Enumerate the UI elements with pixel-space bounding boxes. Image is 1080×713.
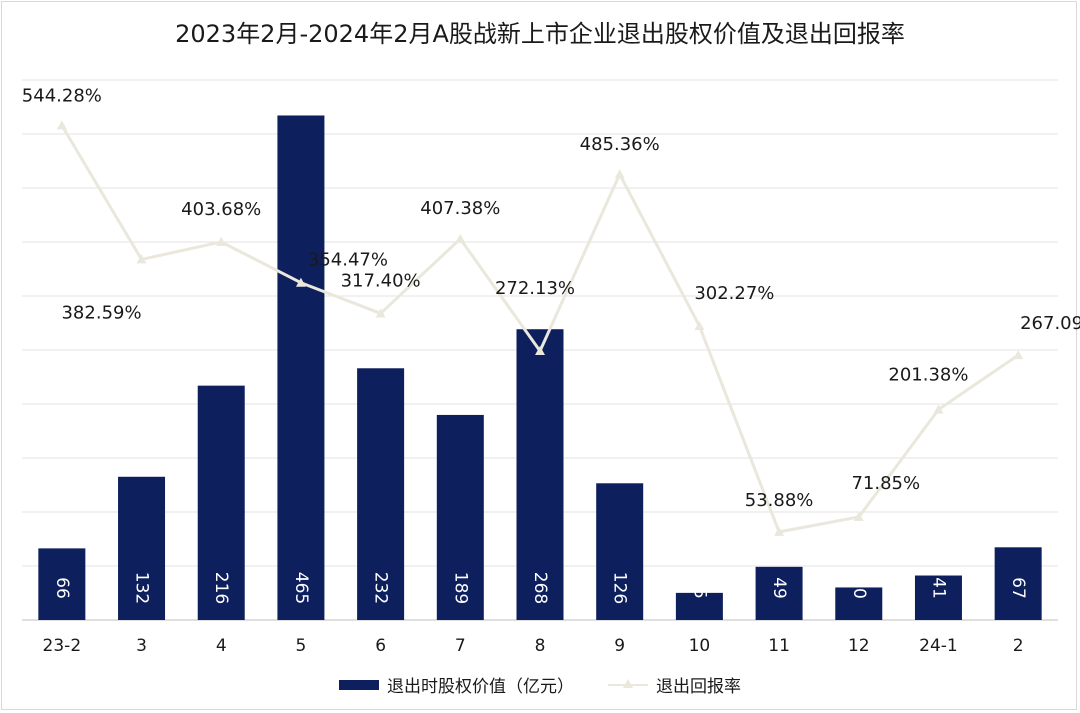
line-value-label: 201.38% <box>888 365 968 386</box>
line-marker <box>1013 350 1024 360</box>
line-value-label: 267.09% <box>1020 313 1080 334</box>
bar <box>357 368 405 620</box>
line-marker <box>136 254 147 264</box>
bar-value-label: 232 <box>371 572 391 604</box>
line-marker <box>295 277 306 287</box>
line-marker <box>455 233 466 243</box>
bar <box>994 547 1042 620</box>
bar <box>38 548 86 620</box>
line-marker <box>535 345 545 355</box>
x-tick-label: 24-1 <box>919 636 958 656</box>
line-series <box>56 120 1024 536</box>
x-tick-label: 9 <box>614 636 625 656</box>
bar <box>277 115 325 620</box>
line-marker <box>614 169 625 179</box>
line-marker <box>375 308 386 318</box>
x-tick-label: 23-2 <box>43 636 82 656</box>
bar-value-label: 268 <box>530 572 550 604</box>
x-tick-label: 10 <box>689 636 711 656</box>
line-value-label: 317.40% <box>341 270 421 291</box>
line-marker <box>216 236 227 246</box>
bar <box>118 476 166 620</box>
bar <box>197 385 245 620</box>
bar <box>436 414 484 620</box>
bar-series <box>38 115 1042 620</box>
x-tick-label: 11 <box>768 636 790 656</box>
bar-value-labels: 66 132 216 465 232 189 268 126 25 49 30 41 67 <box>52 572 1028 604</box>
line-marker <box>56 120 67 130</box>
legend-swatch-line <box>608 678 648 690</box>
line-marker <box>694 320 705 330</box>
chart-title: 2023年2月-2024年2月A股战新上市企业退出股权价值及退出回报率 <box>175 20 905 48</box>
bar-value-label: 66 <box>52 577 72 599</box>
x-tick-label: 7 <box>455 636 466 656</box>
line-value-label: 354.47% <box>308 250 388 271</box>
line-value-label: 71.85% <box>851 473 920 494</box>
x-tick-label: 3 <box>136 636 147 656</box>
legend: 退出时股权价值（亿元） 退出回报率 <box>0 672 1080 697</box>
bar-value-label: 126 <box>610 572 630 604</box>
bar <box>835 587 883 620</box>
line-value-label: 544.28% <box>22 85 102 106</box>
bar-value-label: 216 <box>211 572 231 604</box>
bar-value-label: 67 <box>1008 577 1028 599</box>
bar-value-label: 49 <box>769 577 789 599</box>
bar-value-label: 25 <box>689 577 709 599</box>
legend-item-bar[interactable]: 退出时股权价值（亿元） <box>339 672 574 697</box>
legend-label-line: 退出回报率 <box>656 677 741 697</box>
bar <box>516 329 564 620</box>
line-value-label: 403.68% <box>181 199 261 220</box>
x-tick-labels: 23-2 3 4 5 6 7 8 9 10 11 12 24-1 2 <box>43 636 1024 656</box>
x-tick-label: 6 <box>375 636 386 656</box>
line-marker <box>774 526 785 536</box>
bar <box>914 575 962 620</box>
bar-value-label: 41 <box>928 577 948 599</box>
bar-value-label: 30 <box>849 577 869 599</box>
bar-value-label: 465 <box>291 572 311 604</box>
bar-value-label: 189 <box>450 572 470 604</box>
bar <box>596 483 644 620</box>
line-marker <box>933 404 944 414</box>
x-tick-label: 12 <box>848 636 870 656</box>
legend-swatch-bar <box>339 679 379 690</box>
line-value-label: 382.59% <box>61 302 141 323</box>
line-value-label: 407.38% <box>420 198 500 219</box>
line-value-label: 485.36% <box>580 134 660 155</box>
line-value-labels: 544.28% 382.59% 403.68% 354.47%317.40% 407.3… <box>22 85 1080 510</box>
line-value-label: 302.27% <box>694 283 774 304</box>
bar-value-label: 132 <box>132 572 152 604</box>
x-tick-label: 5 <box>296 636 307 656</box>
line-value-label: 53.88% <box>745 490 814 511</box>
bar <box>755 566 803 620</box>
legend-label-bar: 退出时股权价值（亿元） <box>387 677 574 697</box>
line-value-label: 272.13% <box>495 278 575 299</box>
x-tick-label: 8 <box>535 636 546 656</box>
bar <box>675 592 723 620</box>
x-tick-label: 2 <box>1013 636 1024 656</box>
legend-item-line[interactable]: 退出回报率 <box>608 672 741 697</box>
x-tick-label: 4 <box>216 636 227 656</box>
line-marker <box>853 511 864 521</box>
